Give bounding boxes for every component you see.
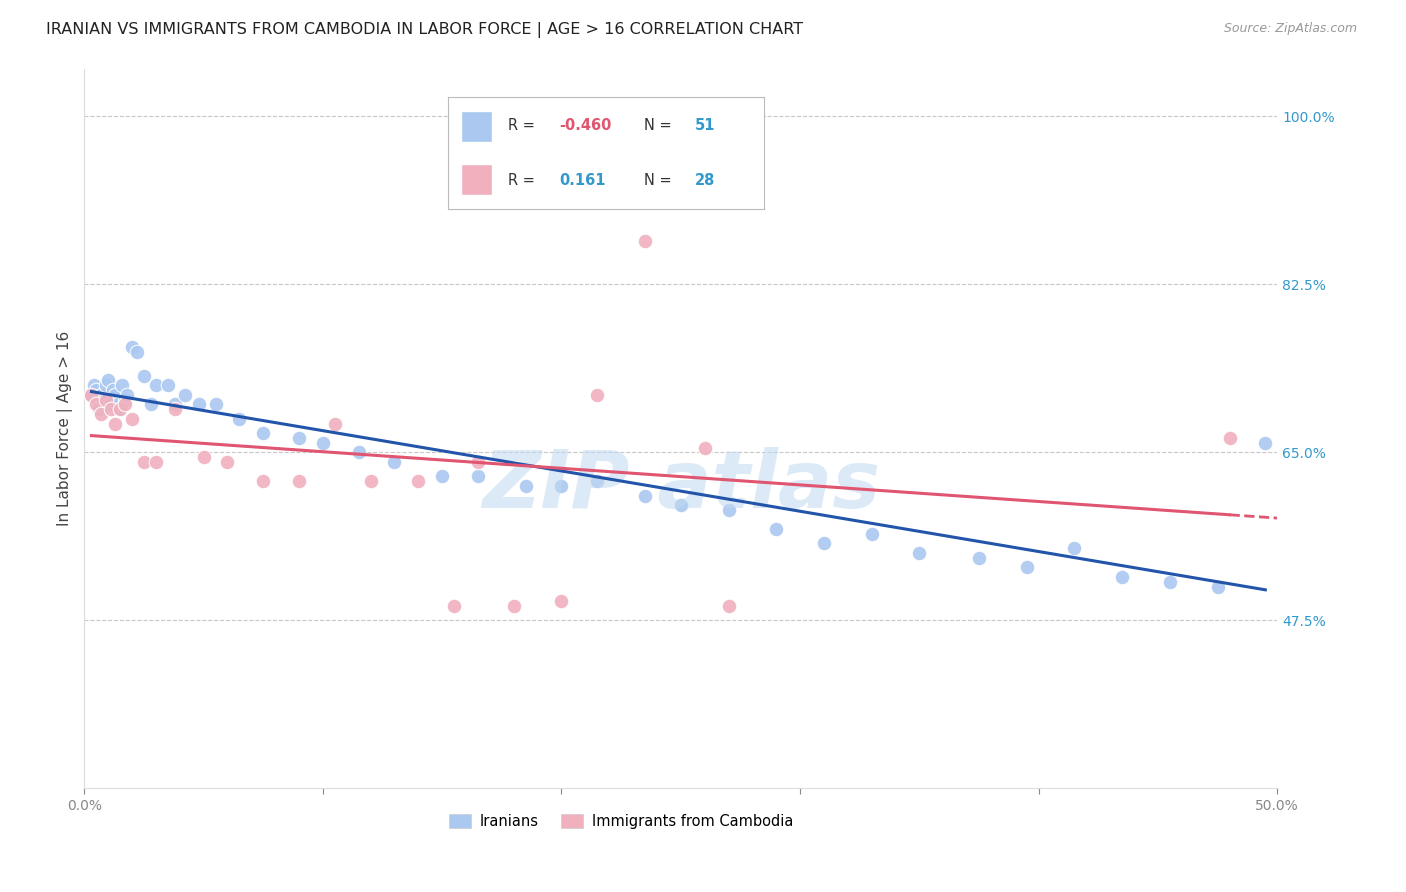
Point bbox=[94, 378, 117, 392]
Point bbox=[84, 383, 107, 397]
Point bbox=[502, 599, 524, 613]
Point bbox=[132, 368, 155, 383]
Point bbox=[252, 426, 274, 441]
Point bbox=[813, 536, 835, 550]
Point bbox=[173, 388, 195, 402]
Point bbox=[90, 388, 112, 402]
Point bbox=[163, 397, 186, 411]
Point bbox=[384, 455, 406, 469]
Point bbox=[634, 234, 657, 248]
Point bbox=[101, 383, 124, 397]
Point bbox=[586, 474, 609, 488]
Point bbox=[125, 344, 148, 359]
Point bbox=[467, 469, 489, 483]
Point bbox=[114, 397, 136, 411]
Point bbox=[443, 599, 465, 613]
Point bbox=[107, 397, 129, 411]
Point bbox=[104, 388, 127, 402]
Point bbox=[717, 599, 740, 613]
Point bbox=[323, 417, 346, 431]
Point bbox=[87, 402, 110, 417]
Point bbox=[967, 550, 990, 565]
Point bbox=[108, 402, 131, 417]
Point bbox=[145, 378, 167, 392]
Point bbox=[1015, 560, 1038, 574]
Point bbox=[717, 503, 740, 517]
Point bbox=[634, 489, 657, 503]
Point bbox=[115, 388, 138, 402]
Point bbox=[1206, 580, 1229, 594]
Point bbox=[586, 388, 609, 402]
Point bbox=[765, 522, 787, 536]
Point bbox=[132, 455, 155, 469]
Point bbox=[515, 479, 537, 493]
Point bbox=[80, 388, 103, 402]
Point bbox=[193, 450, 215, 464]
Point bbox=[204, 397, 226, 411]
Point bbox=[550, 479, 572, 493]
Point bbox=[693, 441, 716, 455]
Point bbox=[83, 378, 105, 392]
Point bbox=[111, 378, 134, 392]
Text: Source: ZipAtlas.com: Source: ZipAtlas.com bbox=[1223, 22, 1357, 36]
Point bbox=[860, 527, 883, 541]
Point bbox=[550, 594, 572, 608]
Point bbox=[1111, 570, 1133, 584]
Point bbox=[100, 397, 122, 411]
Point bbox=[84, 397, 107, 411]
Text: ZIP atlas: ZIP atlas bbox=[482, 447, 880, 524]
Point bbox=[97, 373, 120, 387]
Point bbox=[1063, 541, 1085, 556]
Text: IRANIAN VS IMMIGRANTS FROM CAMBODIA IN LABOR FORCE | AGE > 16 CORRELATION CHART: IRANIAN VS IMMIGRANTS FROM CAMBODIA IN L… bbox=[46, 22, 803, 38]
Point bbox=[121, 340, 143, 354]
Point bbox=[217, 455, 239, 469]
Point bbox=[228, 411, 250, 425]
Y-axis label: In Labor Force | Age > 16: In Labor Force | Age > 16 bbox=[58, 331, 73, 526]
Point bbox=[93, 392, 115, 407]
Point bbox=[467, 455, 489, 469]
Point bbox=[80, 388, 103, 402]
Point bbox=[114, 392, 136, 407]
Point bbox=[145, 455, 167, 469]
Point bbox=[669, 498, 692, 512]
Point bbox=[108, 402, 131, 417]
Point bbox=[121, 411, 143, 425]
Point bbox=[312, 435, 335, 450]
Point bbox=[104, 417, 127, 431]
Point bbox=[94, 392, 117, 407]
Point bbox=[139, 397, 162, 411]
Point bbox=[187, 397, 209, 411]
Point bbox=[163, 402, 186, 417]
Point bbox=[1159, 574, 1181, 589]
Legend: Iranians, Immigrants from Cambodia: Iranians, Immigrants from Cambodia bbox=[443, 808, 799, 835]
Point bbox=[360, 474, 382, 488]
Point bbox=[100, 402, 122, 417]
Point bbox=[1219, 431, 1241, 445]
Point bbox=[252, 474, 274, 488]
Point bbox=[1254, 435, 1277, 450]
Point bbox=[288, 431, 311, 445]
Point bbox=[288, 474, 311, 488]
Point bbox=[908, 546, 931, 560]
Point bbox=[408, 474, 430, 488]
Point bbox=[90, 407, 112, 421]
Point bbox=[156, 378, 179, 392]
Point bbox=[347, 445, 370, 459]
Point bbox=[430, 469, 453, 483]
